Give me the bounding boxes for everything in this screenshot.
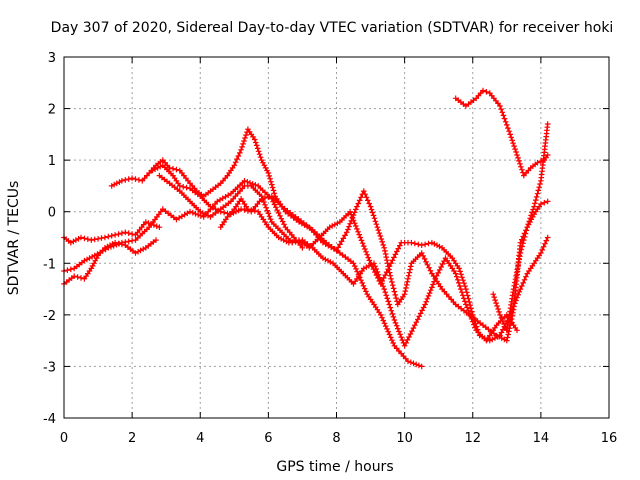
series-markers-3 [108, 126, 425, 370]
x-tick-label-0: 0 [60, 431, 68, 446]
x-tick-label-5: 10 [396, 431, 413, 446]
y-tick-label-0: -4 [43, 412, 56, 427]
series-line-5 [158, 175, 518, 348]
series-line-6 [220, 197, 549, 342]
x-tick-label-4: 8 [332, 431, 340, 446]
series-2 [61, 237, 159, 287]
y-tick-label-3: -1 [43, 257, 56, 272]
series-0 [61, 219, 163, 246]
x-axis-label: GPS time / hours [276, 459, 393, 475]
y-tick-label-1: -3 [43, 360, 56, 375]
series-markers-2 [61, 237, 159, 287]
grid-lines [64, 57, 609, 418]
series-5 [156, 172, 520, 349]
chart-title: Day 307 of 2020, Sidereal Day-to-day VTE… [51, 20, 614, 36]
series-line-7 [455, 89, 549, 177]
series-6 [217, 196, 551, 344]
series-markers-6 [217, 196, 551, 344]
y-tick-label-5: 1 [48, 154, 56, 169]
series-markers-8 [490, 121, 551, 334]
y-tick-label-4: 0 [48, 206, 56, 221]
x-tick-label-6: 12 [464, 431, 481, 446]
y-tick-label-2: -2 [43, 309, 56, 324]
x-tick-label-7: 14 [533, 431, 550, 446]
series-3 [108, 126, 425, 370]
series-markers-0 [61, 219, 163, 246]
series-markers-7 [452, 87, 551, 179]
series-markers-5 [156, 172, 520, 349]
x-tick-label-2: 4 [196, 431, 204, 446]
x-tick-label-8: 16 [601, 431, 618, 446]
x-tick-label-1: 2 [128, 431, 136, 446]
series-8 [490, 121, 551, 334]
series-line-8 [492, 123, 549, 333]
y-tick-label-6: 2 [48, 103, 56, 118]
series-7 [452, 87, 551, 179]
y-tick-label-7: 3 [48, 51, 56, 66]
series-layer [61, 87, 551, 370]
x-tick-label-3: 6 [264, 431, 272, 446]
y-axis-label: SDTVAR / TECUs [6, 181, 22, 296]
